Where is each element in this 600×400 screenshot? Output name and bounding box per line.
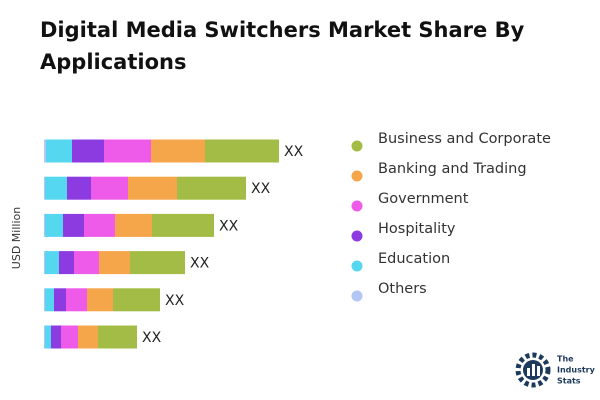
bar-label: XX <box>251 181 271 197</box>
bar-segment <box>54 288 66 312</box>
bar-segment <box>72 139 104 163</box>
bar-segment <box>45 325 51 349</box>
bar-segment <box>44 176 45 200</box>
bar-segment <box>63 213 84 237</box>
chart-title: Digital Media Switchers Market Share By … <box>40 18 525 74</box>
bar-segment <box>45 288 54 312</box>
bar-segment <box>205 139 279 163</box>
bar-segment <box>66 288 87 312</box>
legend-marker <box>351 140 363 152</box>
legend-marker <box>351 290 363 302</box>
bar-label: XX <box>284 144 304 160</box>
legend-marker <box>351 170 363 182</box>
bar-segment <box>84 213 115 237</box>
bar-segment <box>113 288 160 312</box>
bar-segment <box>44 325 45 349</box>
bar-segment <box>51 325 61 349</box>
bar-segment <box>78 325 98 349</box>
bar-segment <box>115 213 152 237</box>
bar-segment <box>104 139 151 163</box>
logo-icon <box>515 352 551 388</box>
logo-text: The <box>557 355 574 364</box>
legend-label: Business and Corporate <box>378 131 551 147</box>
bar-segment <box>46 139 72 163</box>
bar-segment <box>152 213 214 237</box>
legend-marker <box>351 260 363 272</box>
bar-label: XX <box>219 218 239 234</box>
bar-segment <box>44 213 45 237</box>
bar-segment <box>44 139 46 163</box>
legend-marker <box>351 200 363 212</box>
bar-segment <box>59 251 74 275</box>
bar-segment <box>45 176 67 200</box>
y-axis-label: USD Million <box>10 207 23 269</box>
bar-segment <box>44 288 45 312</box>
bar-segment <box>67 176 91 200</box>
bar-label: XX <box>165 293 185 309</box>
logo-text: Industry <box>557 366 596 375</box>
bar-segment <box>74 251 99 275</box>
bar-segment <box>99 251 130 275</box>
bar-segment <box>87 288 113 312</box>
legend-label: Banking and Trading <box>378 161 527 177</box>
bar-segment <box>130 251 185 275</box>
bar-label: XX <box>142 330 162 346</box>
bar-segment <box>44 251 45 275</box>
bar-segment <box>91 176 128 200</box>
bar-segment <box>45 213 63 237</box>
bar-segment <box>61 325 78 349</box>
legend-label: Hospitality <box>378 221 456 237</box>
logo-text: Stats <box>557 377 581 386</box>
bar-segment <box>177 176 246 200</box>
legend-label: Education <box>378 251 450 267</box>
legend-label: Others <box>378 281 427 297</box>
legend-marker <box>351 230 363 242</box>
bar-segment <box>98 325 137 349</box>
bar-segment <box>128 176 177 200</box>
bar-label: XX <box>190 256 210 272</box>
bar-segment <box>45 251 59 275</box>
bar-segment <box>151 139 205 163</box>
legend-label: Government <box>378 191 469 207</box>
